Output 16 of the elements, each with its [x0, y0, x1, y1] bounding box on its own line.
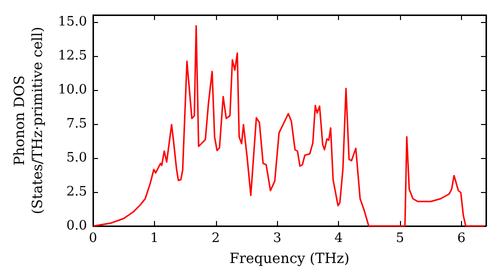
y-tick-label: 2.5: [66, 184, 87, 200]
y-tick-label: 7.5: [66, 116, 87, 132]
x-tick-label: 0: [88, 231, 98, 246]
y-tick-label: 15.0: [58, 14, 87, 30]
y-tick-label: 10.0: [58, 82, 87, 98]
y-tick-label: 0.0: [66, 218, 87, 234]
x-tick-label: 4: [334, 231, 343, 246]
x-tick-label: 2: [212, 231, 220, 246]
x-tick-label: 1: [150, 231, 159, 246]
x-axis-title: Frequency (THz): [229, 251, 350, 267]
y-axis-title: Phonon DOS (States/THz·primitive cell): [12, 26, 46, 214]
x-tick-label: 6: [457, 231, 466, 246]
x-tick-label: 5: [396, 231, 404, 246]
y-tick-label: 12.5: [58, 48, 87, 64]
x-tick-label: 3: [273, 231, 282, 246]
y-tick-label: 5.0: [66, 150, 87, 166]
